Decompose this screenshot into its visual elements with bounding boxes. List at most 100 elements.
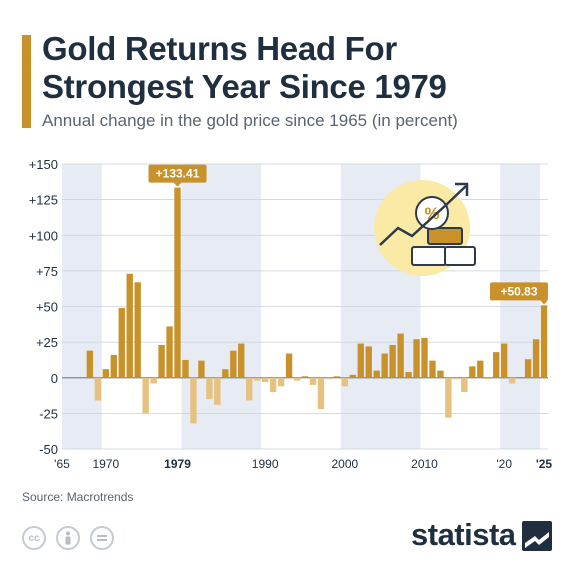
bar-2013 [445, 377, 452, 418]
bar-1975 [142, 377, 149, 414]
bar-2008 [405, 372, 412, 378]
bar-2004 [373, 370, 380, 378]
statista-logo-text[interactable]: statista [411, 517, 516, 552]
y-tick-label: -50 [39, 442, 58, 457]
gold-bar-top-icon [427, 227, 463, 245]
bar-2003 [365, 346, 372, 378]
percent-glyph: % [424, 204, 439, 223]
x-tick-label: 2000 [331, 457, 358, 471]
callout-label: +50.83 [500, 284, 537, 298]
bar-1985 [222, 369, 229, 378]
percent-growth-illustration: % [374, 180, 476, 276]
percent-coin-icon [415, 196, 449, 230]
value-callouts: +133.41 +50.83 [148, 164, 549, 305]
y-axis-tick-labels: +150 +125 +100 +75 +50 +25 0 -25 -50 [29, 157, 58, 457]
bar-2016 [469, 366, 476, 378]
bar-2011 [429, 360, 436, 378]
bar-1998 [325, 377, 333, 380]
y-tick-label: +75 [36, 264, 58, 279]
title-accent-bar [22, 35, 31, 128]
bar-1996 [309, 377, 317, 385]
bar-1972 [118, 307, 125, 378]
gold-bar-left-icon [411, 246, 447, 266]
bar-2012 [437, 370, 444, 378]
no-derivatives-icon[interactable] [90, 526, 114, 550]
bar-2010 [421, 337, 428, 378]
y-tick-label: +50 [36, 300, 58, 315]
bar-1991 [269, 377, 277, 392]
bar-2000 [341, 377, 349, 387]
bar-2017 [477, 360, 484, 378]
x-tick-label: 2010 [411, 457, 438, 471]
bar-1980 [182, 359, 189, 378]
y-tick-label: +25 [36, 335, 58, 350]
bar-1984 [214, 377, 221, 405]
bar-1988 [246, 377, 253, 401]
bar-2024 [532, 339, 540, 378]
bar-1968 [86, 350, 94, 378]
y-tick-label: 0 [51, 371, 58, 386]
bar-1986 [230, 350, 237, 378]
x-tick-label: '25 [536, 457, 553, 471]
growth-arrow-line [379, 185, 467, 246]
bar-2020 [500, 343, 508, 378]
bar-2019 [493, 352, 500, 378]
bar-2006 [389, 344, 396, 378]
x-tick-label: '65 [54, 457, 70, 471]
x-tick-label: '20 [496, 457, 512, 471]
x-axis-tick-labels: '65 1970 1979 1990 2000 2010 '20 '25 [54, 457, 552, 471]
bar-1987 [238, 343, 245, 378]
bar-2001 [349, 374, 356, 378]
x-tick-label: 1970 [92, 457, 119, 471]
source-note: Source: Macrotrends [22, 490, 134, 504]
cc-icon[interactable]: cc [22, 526, 46, 550]
bar-1983 [206, 377, 213, 400]
growth-arrow-head-icon [455, 182, 469, 196]
attribution-icon[interactable] [56, 526, 80, 550]
bar-2023 [524, 359, 532, 378]
bar-1989 [254, 377, 261, 381]
bar-2015 [461, 377, 468, 392]
statista-logo-icon[interactable] [522, 521, 552, 551]
bar-1971 [110, 354, 117, 378]
bar-1995 [301, 376, 309, 378]
callout-pointer [540, 300, 549, 305]
callout-box [490, 282, 548, 301]
x-tick-label: 1990 [252, 457, 279, 471]
bar-1993 [285, 353, 293, 378]
bar-2018 [485, 377, 492, 380]
bar-2007 [397, 333, 404, 378]
bar-1981 [190, 377, 197, 424]
callout-label: +133.41 [156, 167, 200, 181]
callout-pointer [173, 182, 182, 187]
bar-1977 [158, 344, 165, 378]
bar-1974 [134, 282, 141, 378]
bar-1999 [333, 376, 341, 378]
bar-2014 [453, 377, 460, 380]
bar-1976 [150, 377, 157, 384]
y-tick-label: +150 [29, 157, 58, 172]
bar-1970 [102, 369, 110, 378]
bar-1979 [174, 187, 181, 378]
bar-1992 [277, 377, 285, 387]
y-tick-label: -25 [39, 406, 58, 421]
bar-2002 [357, 343, 364, 378]
callout-box [148, 164, 207, 183]
chart-title: Gold Returns Head For Strongest Year Sin… [42, 30, 447, 105]
bars [86, 187, 548, 424]
bar-2025 [540, 305, 548, 378]
y-tick-label: +125 [29, 193, 58, 208]
bar-1990 [261, 377, 269, 383]
bar-1978 [166, 326, 173, 378]
x-tick-label: 1979 [164, 457, 191, 471]
gold-returns-chart: +150 +125 +100 +75 +50 +25 0 -25 -50 '65 1970 1979… [29, 157, 553, 471]
bar-1973 [126, 273, 133, 378]
y-tick-label: +100 [29, 228, 58, 243]
bar-1994 [293, 377, 301, 381]
bar-1969 [94, 377, 102, 401]
chart-subtitle: Annual change in the gold price since 19… [42, 111, 458, 130]
bar-1997 [317, 377, 325, 410]
bar-2009 [413, 339, 420, 378]
bar-1982 [198, 360, 205, 378]
bar-2021 [508, 377, 516, 384]
